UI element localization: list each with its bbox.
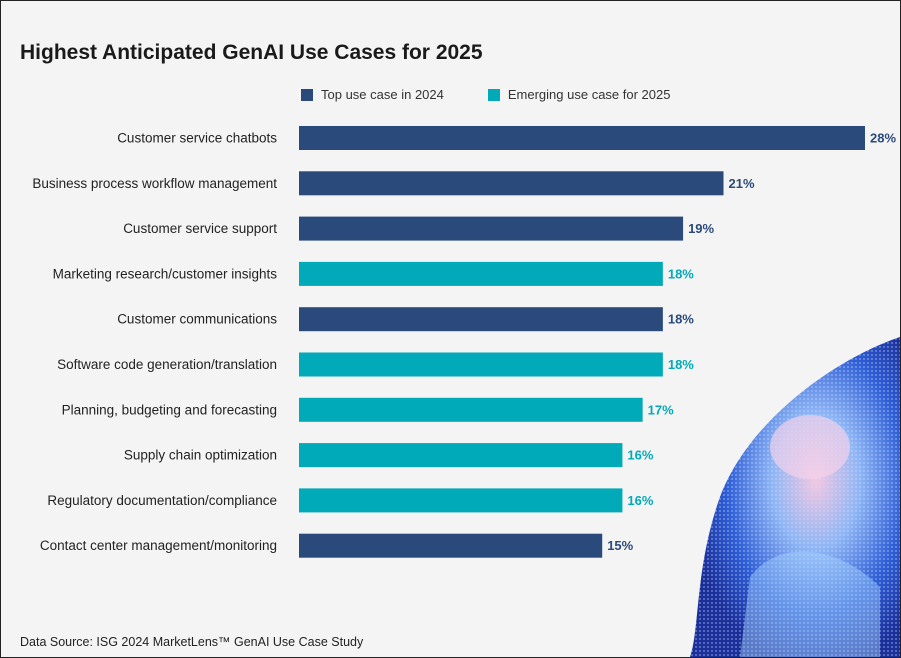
data-source-note: Data Source: ISG 2024 MarketLens™ GenAI … <box>20 635 364 649</box>
legend-label-emerging-2025: Emerging use case for 2025 <box>507 87 671 102</box>
bar-customer-service-support <box>299 216 684 241</box>
bar-marketing-research-customer-insights <box>299 261 663 286</box>
bar-contact-center-management-monitoring <box>299 533 603 558</box>
category-label-marketing-research-customer-insights: Marketing research/customer insights <box>53 266 278 281</box>
category-label-contact-center-management-monitoring: Contact center management/monitoring <box>40 538 277 553</box>
value-label-supply-chain-optimization: 16% <box>627 448 653 463</box>
category-label-planning-budgeting-and-forecasting: Planning, budgeting and forecasting <box>62 402 277 417</box>
value-label-planning-budgeting-and-forecasting: 17% <box>648 402 674 417</box>
value-label-marketing-research-customer-insights: 18% <box>668 266 694 281</box>
chart-title: Highest Anticipated GenAI Use Cases for … <box>20 41 483 64</box>
value-label-business-process-workflow-management: 21% <box>729 176 755 191</box>
value-label-customer-service-chatbots: 28% <box>870 131 896 146</box>
value-label-software-code-generation-translation: 18% <box>668 357 694 372</box>
category-label-customer-service-chatbots: Customer service chatbots <box>117 131 277 146</box>
value-label-customer-service-support: 19% <box>688 221 714 236</box>
abstract-sphere-decoration <box>690 337 900 657</box>
bar-software-code-generation-translation <box>299 352 663 377</box>
category-label-customer-service-support: Customer service support <box>123 221 277 236</box>
legend-label-top-2024: Top use case in 2024 <box>321 87 444 102</box>
category-label-software-code-generation-translation: Software code generation/translation <box>57 357 277 372</box>
bar-regulatory-documentation-compliance <box>299 488 623 513</box>
category-label-business-process-workflow-management: Business process workflow management <box>32 176 277 191</box>
value-label-regulatory-documentation-compliance: 16% <box>627 493 653 508</box>
bar-customer-communications <box>299 307 663 332</box>
legend-item-top-2024: Top use case in 2024 <box>301 87 444 102</box>
value-label-customer-communications: 18% <box>668 312 694 327</box>
legend-swatch-emerging-2025 <box>487 88 500 101</box>
category-label-regulatory-documentation-compliance: Regulatory documentation/compliance <box>47 493 277 508</box>
legend: Top use case in 2024 Emerging use case f… <box>301 87 670 102</box>
bar-supply-chain-optimization <box>299 443 623 468</box>
bar-planning-budgeting-and-forecasting <box>299 397 643 422</box>
value-label-contact-center-management-monitoring: 15% <box>607 538 633 553</box>
legend-swatch-top-2024 <box>301 88 313 101</box>
category-label-supply-chain-optimization: Supply chain optimization <box>124 448 277 463</box>
category-label-customer-communications: Customer communications <box>117 312 277 327</box>
bar-business-process-workflow-management <box>299 171 724 196</box>
bar-customer-service-chatbots <box>299 126 865 150</box>
legend-item-emerging-2025: Emerging use case for 2025 <box>487 87 671 102</box>
